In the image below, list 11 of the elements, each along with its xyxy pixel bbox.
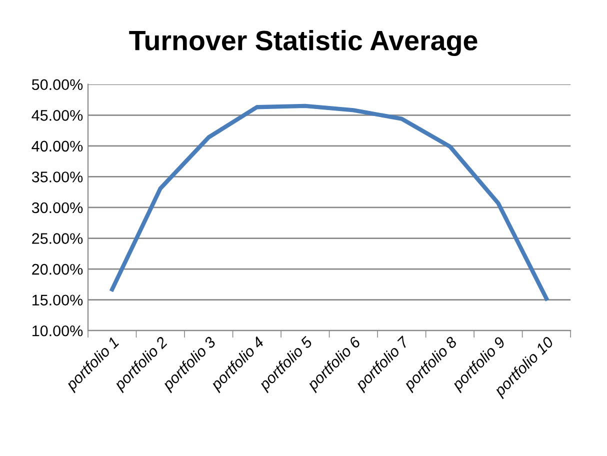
- y-tick-label: 25.00%: [32, 233, 83, 244]
- y-tick-label: 20.00%: [32, 264, 83, 275]
- y-tick-label: 15.00%: [32, 294, 83, 306]
- y-tick-label: 50.00%: [32, 79, 83, 90]
- y-tick-label: 10.00%: [32, 325, 83, 336]
- y-tick-label: 45.00%: [32, 110, 83, 121]
- y-tick-label: 30.00%: [32, 202, 83, 214]
- line-series: [110, 104, 549, 301]
- y-tick-label: 35.00%: [32, 172, 83, 182]
- chart-title: Turnover Statistic Average: [129, 30, 478, 56]
- y-tick-label: 40.00%: [32, 140, 83, 152]
